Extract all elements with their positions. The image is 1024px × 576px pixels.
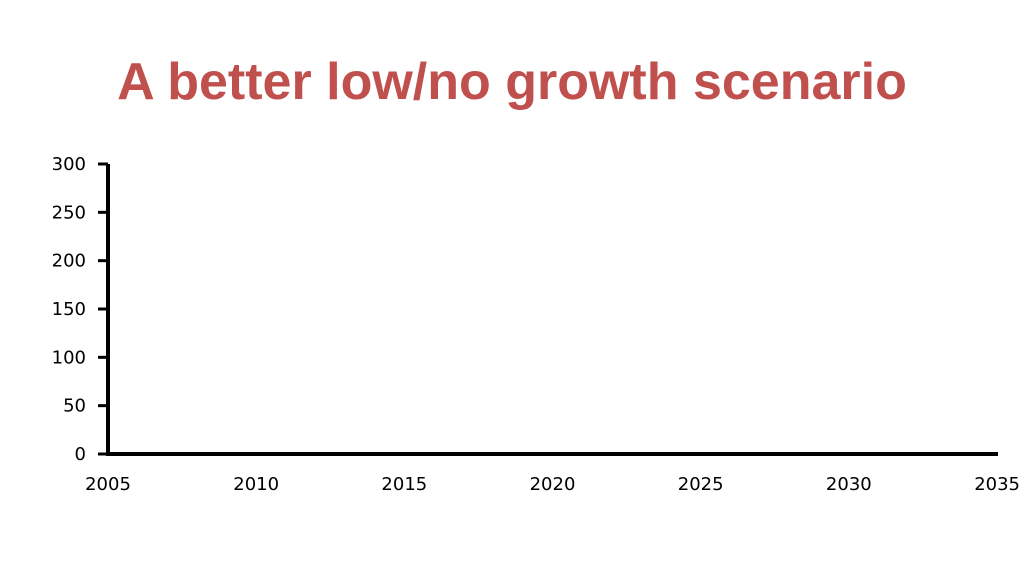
y-tick-label: 50	[63, 396, 86, 417]
y-tick-label: 0	[75, 444, 86, 465]
x-tick-label: 2020	[530, 474, 576, 495]
x-tick-label: 2015	[381, 474, 427, 495]
x-tick-label: 2030	[826, 474, 872, 495]
slide-title: A better low/no growth scenario	[117, 53, 907, 111]
x-tick-label: 2035	[974, 474, 1020, 495]
x-tick-label: 2005	[85, 474, 131, 495]
x-tick-label: 2010	[233, 474, 279, 495]
y-tick-label: 250	[52, 202, 86, 223]
y-tick-label: 200	[52, 251, 86, 272]
y-tick-label: 100	[52, 347, 86, 368]
x-tick-label: 2025	[678, 474, 724, 495]
y-tick-label: 150	[52, 299, 86, 320]
y-tick-label: 300	[52, 154, 86, 175]
x-axis-ticks: 2005 2010 2015 2020 2025 2030 2035	[85, 474, 1020, 495]
y-axis-ticks: 0 50 100 150 200 250 300	[52, 154, 108, 465]
